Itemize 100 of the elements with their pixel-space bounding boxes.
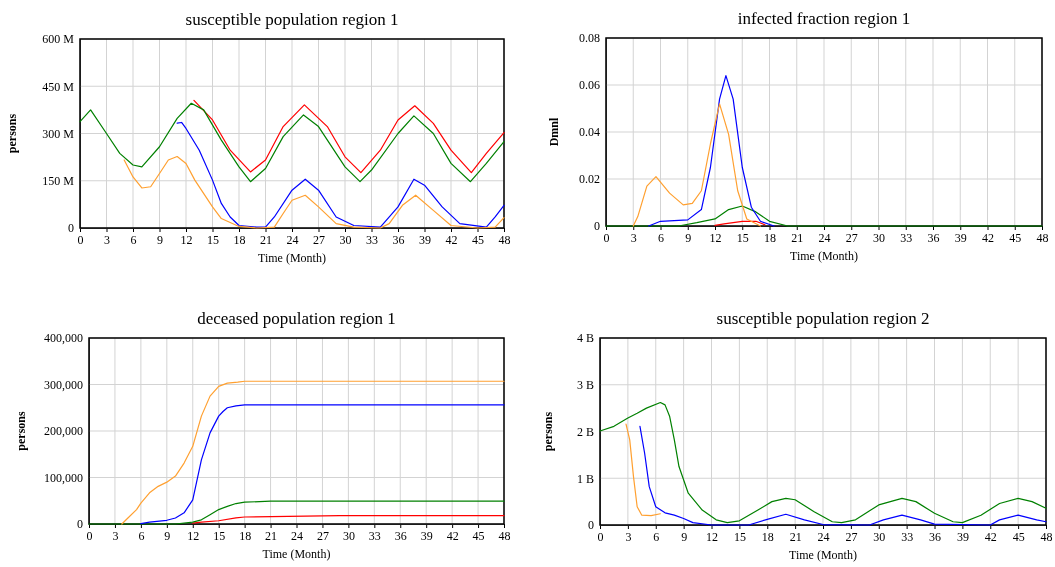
x-tick-label: 39 <box>956 529 969 544</box>
x-tick-label: 42 <box>982 230 994 245</box>
chart-title: deceased population region 1 <box>197 309 396 328</box>
x-tick-label: 36 <box>394 528 407 543</box>
x-tick-label: 30 <box>339 232 352 247</box>
y-tick-label: 150 M <box>42 174 75 189</box>
x-tick-label: 27 <box>313 232 325 247</box>
y-tick-label: 600 M <box>42 32 75 47</box>
y-tick-label: 0 <box>77 517 83 532</box>
y-tick-label: 300 M <box>42 126 75 141</box>
x-tick-label: 45 <box>472 528 485 543</box>
y-tick-label: 100,000 <box>44 470 83 485</box>
x-tick-label: 30 <box>873 529 886 544</box>
x-tick-label: 48 <box>498 232 511 247</box>
x-tick-label: 12 <box>187 528 200 543</box>
x-tick-label: 0 <box>86 528 93 543</box>
x-tick-label: 15 <box>733 529 746 544</box>
x-tick-label: 48 <box>1040 529 1053 544</box>
x-tick-label: 18 <box>233 232 246 247</box>
x-tick-label: 9 <box>681 529 688 544</box>
x-tick-label: 12 <box>706 529 718 544</box>
x-tick-label: 15 <box>207 232 219 247</box>
line-series <box>625 423 661 517</box>
line-series <box>121 380 505 525</box>
x-tick-label: 12 <box>709 230 722 245</box>
x-tick-label: 3 <box>630 230 637 245</box>
x-tick-label: 21 <box>260 232 272 247</box>
x-axis-title: Time (Month) <box>789 548 857 562</box>
x-tick-label: 24 <box>291 528 303 543</box>
x-tick-label: 3 <box>104 232 110 247</box>
x-tick-label: 12 <box>180 232 193 247</box>
x-tick-label: 33 <box>900 230 913 245</box>
x-tick-label: 15 <box>213 528 226 543</box>
y-axis-title: Dmnl <box>547 117 561 147</box>
y-tick-label: 0.02 <box>579 172 600 187</box>
x-tick-label: 21 <box>789 529 802 544</box>
x-tick-label: 48 <box>1036 230 1049 245</box>
x-tick-label: 24 <box>817 529 830 544</box>
chart-title: infected fraction region 1 <box>737 9 911 28</box>
x-tick-label: 6 <box>658 230 664 245</box>
x-tick-label: 36 <box>929 529 941 544</box>
x-axis-title: Time (Month) <box>258 251 326 265</box>
x-tick-label: 42 <box>446 528 459 543</box>
y-tick-label: 0 <box>594 219 600 234</box>
x-tick-label: 9 <box>164 528 171 543</box>
x-tick-label: 30 <box>342 528 355 543</box>
chart-title: susceptible population region 2 <box>716 309 930 328</box>
y-tick-label: 200,000 <box>44 424 83 439</box>
x-tick-label: 27 <box>845 230 858 245</box>
y-tick-label: 3 B <box>576 378 594 393</box>
x-tick-label: 6 <box>653 529 660 544</box>
y-tick-label: 450 M <box>42 79 75 94</box>
y-tick-label: 1 B <box>576 471 594 486</box>
y-tick-label: 0.04 <box>579 125 600 140</box>
x-tick-label: 18 <box>764 230 776 245</box>
x-tick-label: 3 <box>112 528 119 543</box>
y-axis-title: persons <box>5 113 19 154</box>
x-tick-label: 27 <box>845 529 858 544</box>
x-tick-label: 6 <box>130 232 137 247</box>
x-tick-label: 39 <box>419 232 431 247</box>
y-axis-title: persons <box>541 411 555 452</box>
x-tick-label: 45 <box>472 232 484 247</box>
x-tick-label: 42 <box>445 232 458 247</box>
x-tick-label: 24 <box>818 230 831 245</box>
y-tick-label: 0 <box>588 518 594 533</box>
line-series <box>123 155 505 229</box>
x-tick-label: 9 <box>157 232 163 247</box>
y-tick-label: 300,000 <box>44 377 83 392</box>
x-tick-label: 48 <box>498 528 511 543</box>
x-axis-title: Time (Month) <box>790 249 858 263</box>
x-tick-label: 36 <box>392 232 405 247</box>
y-tick-label: 4 B <box>576 331 594 346</box>
x-axis-title: Time (Month) <box>262 547 331 561</box>
line-series <box>639 425 1047 526</box>
x-tick-label: 3 <box>625 529 632 544</box>
y-tick-label: 0.08 <box>579 31 600 46</box>
x-tick-label: 39 <box>420 528 433 543</box>
x-tick-label: 45 <box>1012 529 1025 544</box>
chart-title: susceptible population region 1 <box>185 10 399 29</box>
x-tick-label: 36 <box>927 230 940 245</box>
x-tick-label: 6 <box>138 528 145 543</box>
x-tick-label: 18 <box>239 528 252 543</box>
x-tick-label: 9 <box>685 230 692 245</box>
x-tick-label: 0 <box>603 230 610 245</box>
line-series <box>176 121 505 228</box>
line-series <box>632 103 762 227</box>
x-tick-label: 33 <box>366 232 378 247</box>
line-series <box>140 404 505 525</box>
x-tick-label: 15 <box>736 230 749 245</box>
x-tick-label: 45 <box>1009 230 1022 245</box>
x-tick-label: 27 <box>316 528 329 543</box>
x-tick-label: 18 <box>761 529 774 544</box>
y-tick-label: 2 B <box>576 424 594 439</box>
x-tick-label: 21 <box>265 528 278 543</box>
x-tick-label: 21 <box>791 230 804 245</box>
line-series <box>193 99 505 174</box>
x-tick-label: 33 <box>368 528 381 543</box>
x-tick-label: 30 <box>873 230 885 245</box>
line-series <box>79 102 505 183</box>
y-tick-label: 0.06 <box>579 78 600 93</box>
